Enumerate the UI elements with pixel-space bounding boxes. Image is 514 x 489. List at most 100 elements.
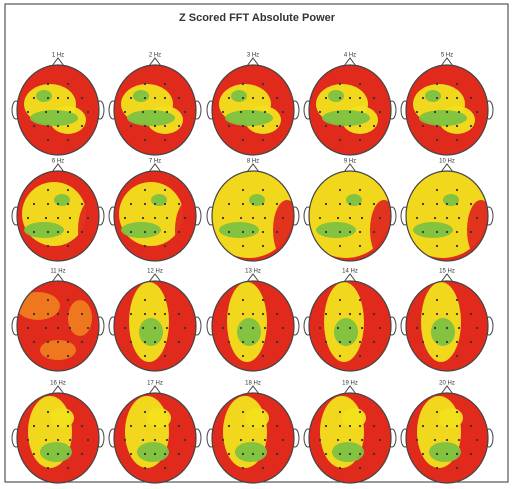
electrode [46,424,50,428]
electrode [348,452,352,456]
electrode [338,138,342,142]
electrode [46,230,50,234]
electrode [435,96,439,100]
electrode [143,354,147,358]
head-outline [113,64,197,156]
electrode [435,312,439,316]
head-outline [113,170,197,262]
electrode [143,340,147,344]
map-label: 8 Hz [247,159,259,165]
electrode [433,326,437,330]
electrode [348,96,352,100]
electrode [66,230,70,234]
color-region [40,340,76,360]
electrode [455,230,459,234]
electrode [163,244,167,248]
electrode [336,216,340,220]
nose [246,163,260,173]
scalp-colors [406,281,488,371]
electrode [66,354,70,358]
electrode [455,410,459,414]
color-region [429,442,461,462]
electrode [261,188,265,192]
electrode [435,82,439,86]
electrode [338,96,342,100]
electrode [421,424,425,428]
electrode [261,340,265,344]
electrode [360,326,364,330]
electrode [457,438,461,442]
electrode [415,216,419,220]
electrode [56,438,60,442]
color-region [245,408,269,428]
electrode [80,230,84,234]
map-label: 13 Hz [245,269,261,275]
electrode [68,110,72,114]
electrode [358,354,362,358]
head-map: 17 Hz [108,381,202,484]
electrode [143,82,147,86]
electrode [177,230,181,234]
head-outline [405,170,489,262]
color-region [316,222,356,238]
head-map: 1 Hz [11,53,105,156]
nose [246,385,260,395]
electrode [445,110,449,114]
electrode [358,96,362,100]
electrode [68,326,72,330]
electrode [457,326,461,330]
electrode [455,124,459,128]
electrode [261,298,265,302]
electrode [44,326,48,330]
electrode [251,326,255,330]
electrode [165,110,169,114]
head-map: 3 Hz [206,53,300,156]
electrode [281,110,285,114]
electrode [221,438,225,442]
color-region [231,90,247,102]
electrode [275,312,279,316]
electrode [435,298,439,302]
electrode [358,230,362,234]
electrode [378,110,382,114]
electrode [239,110,243,114]
electrode [435,452,439,456]
electrode [177,202,181,206]
electrode [153,216,157,220]
electrode [275,96,279,100]
map-label: 6 Hz [52,159,64,165]
color-region [24,222,64,238]
electrode [163,340,167,344]
electrode [129,230,133,234]
electrode [435,410,439,414]
electrode [372,230,376,234]
nose [440,57,454,67]
electrode [469,230,473,234]
electrode [46,452,50,456]
electrode [141,110,145,114]
electrode [153,438,157,442]
electrode [435,244,439,248]
electrode [32,202,36,206]
electrode [455,424,459,428]
electrode [445,216,449,220]
electrode [66,466,70,470]
electrode [66,82,70,86]
head-outline [405,280,489,372]
electrode [275,340,279,344]
electrode [177,124,181,128]
electrode [372,124,376,128]
scalp-colors [309,281,391,371]
electrode [455,202,459,206]
electrode [123,216,127,220]
electrode [338,452,342,456]
nose [148,163,162,173]
electrode [163,230,167,234]
nose [440,385,454,395]
electrode [227,452,231,456]
electrode [183,110,187,114]
color-region [334,318,358,346]
nose [343,57,357,67]
electrode [56,326,60,330]
map-label: 18 Hz [245,381,261,387]
